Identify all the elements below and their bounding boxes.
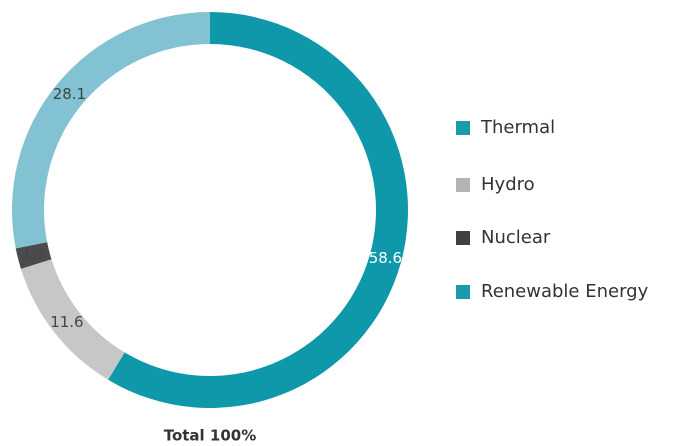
data-label: 11.6 bbox=[50, 313, 83, 331]
legend-label: Nuclear bbox=[481, 227, 551, 248]
slice bbox=[108, 12, 408, 408]
slice bbox=[12, 12, 211, 249]
data-label: 28.1 bbox=[53, 85, 86, 103]
data-label: 58.6 bbox=[369, 249, 402, 267]
legend-label: Hydro bbox=[481, 174, 535, 195]
legend-swatch bbox=[456, 285, 470, 299]
legend-swatch bbox=[456, 121, 470, 135]
total-label: Total 100% bbox=[164, 427, 257, 445]
slice bbox=[20, 259, 125, 380]
legend-swatch bbox=[456, 178, 470, 192]
data-label: 1.7 bbox=[22, 245, 46, 263]
legend-swatch bbox=[456, 231, 470, 245]
slice bbox=[15, 242, 52, 269]
legend-label: Thermal bbox=[480, 117, 555, 138]
legend-label: Renewable Energy bbox=[481, 281, 649, 302]
